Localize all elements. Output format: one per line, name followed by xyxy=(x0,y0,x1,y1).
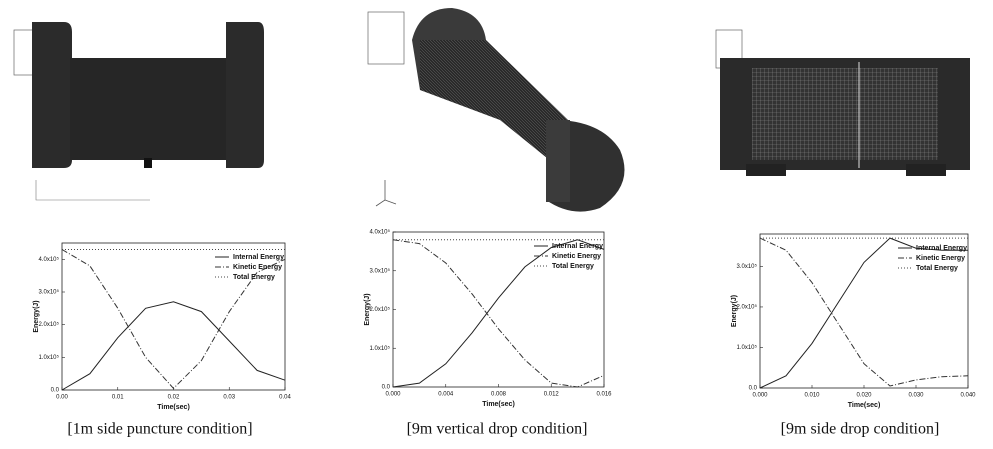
x-axis-label: Time(sec) xyxy=(482,401,515,408)
page: 0.00 0.01 0.02 0.03 0.04 0.0 1.0x10⁵ 2.0x10⁵ 3.0… xyxy=(0,0,993,449)
x-tick-label: 0.040 xyxy=(960,393,976,399)
figure: 0.00 0.01 0.02 0.03 0.04 0.0 1.0x10⁵ 2.0x10⁵ 3.0… xyxy=(0,0,993,449)
legend-label: Internal Energy xyxy=(552,243,603,250)
y-tick-label: 1.0x10⁵ xyxy=(369,345,390,352)
y-axis-label: Energy(J) xyxy=(731,295,738,327)
fe-model-side xyxy=(716,30,970,176)
x-tick-label: 0.008 xyxy=(491,392,507,398)
fe-model-vertical xyxy=(368,8,625,212)
y-tick-label: 4.0x10⁵ xyxy=(38,256,59,263)
x-axis-label: Time(sec) xyxy=(848,402,881,409)
caption: [9m vertical drop condition] xyxy=(407,421,588,438)
x-tick-label: 0.010 xyxy=(804,393,820,399)
y-tick-label: 1.0x10⁵ xyxy=(736,344,757,351)
x-tick-label: 0.04 xyxy=(279,395,291,401)
y-tick-label: 0.0 xyxy=(749,386,758,392)
y-tick-label: 3.0x10⁵ xyxy=(369,267,390,274)
caption: [9m side drop condition] xyxy=(781,421,940,438)
y-tick-label: 4.0x10⁵ xyxy=(369,229,390,236)
x-tick-label: 0.030 xyxy=(908,393,924,399)
legend-label: Internal Energy xyxy=(916,245,967,252)
legend-label: Total Energy xyxy=(916,265,958,272)
legend-label: Total Energy xyxy=(552,263,594,270)
y-tick-label: 0.0 xyxy=(51,388,60,394)
legend-label: Internal Energy xyxy=(233,254,284,261)
x-tick-label: 0.016 xyxy=(596,392,612,398)
x-tick-label: 0.012 xyxy=(544,392,560,398)
legend-label: Kinetic Energy xyxy=(233,264,282,271)
x-tick-label: 0.03 xyxy=(223,395,235,401)
x-axis-label: Time(sec) xyxy=(157,404,190,411)
y-tick-label: 1.0x10⁵ xyxy=(38,354,59,361)
fe-model-puncture xyxy=(14,22,264,200)
y-axis-label: Energy(J) xyxy=(364,293,371,325)
x-tick-label: 0.00 xyxy=(56,395,68,401)
x-tick-label: 0.000 xyxy=(752,393,768,399)
y-tick-label: 3.0x10⁵ xyxy=(736,263,757,270)
x-tick-label: 0.004 xyxy=(438,392,454,398)
y-tick-label: 0.0 xyxy=(382,385,391,391)
legend-label: Kinetic Energy xyxy=(552,253,601,260)
energy-line xyxy=(62,302,285,390)
x-tick-label: 0.01 xyxy=(112,395,124,401)
y-axis-label: Energy(J) xyxy=(33,300,40,332)
y-tick-label: 2.0x10⁵ xyxy=(38,321,59,328)
x-tick-label: 0.02 xyxy=(168,395,180,401)
y-tick-label: 2.0x10⁵ xyxy=(736,304,757,311)
x-tick-label: 0.020 xyxy=(856,393,872,399)
legend-label: Total Energy xyxy=(233,274,275,281)
x-tick-label: 0.000 xyxy=(385,392,401,398)
legend-label: Kinetic Energy xyxy=(916,255,965,262)
y-tick-label: 3.0x10⁵ xyxy=(38,289,59,296)
y-tick-label: 2.0x10⁵ xyxy=(369,306,390,313)
caption: [1m side puncture condition] xyxy=(67,421,252,438)
